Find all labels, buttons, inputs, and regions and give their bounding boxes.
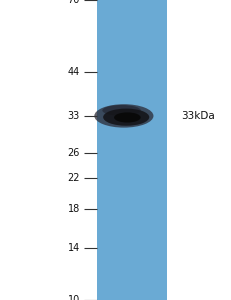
- Text: 33kDa: 33kDa: [180, 111, 214, 121]
- Text: 44: 44: [67, 67, 80, 76]
- Ellipse shape: [114, 112, 140, 122]
- Text: 26: 26: [67, 148, 80, 158]
- Bar: [97, 0, 166, 300]
- Text: 33: 33: [67, 111, 80, 121]
- Ellipse shape: [103, 109, 149, 126]
- Text: 18: 18: [67, 204, 80, 214]
- Ellipse shape: [102, 105, 140, 116]
- Text: 70: 70: [67, 0, 80, 5]
- Text: 10: 10: [67, 295, 80, 300]
- Text: 14: 14: [67, 243, 80, 253]
- Text: 22: 22: [67, 173, 80, 183]
- Ellipse shape: [94, 104, 153, 128]
